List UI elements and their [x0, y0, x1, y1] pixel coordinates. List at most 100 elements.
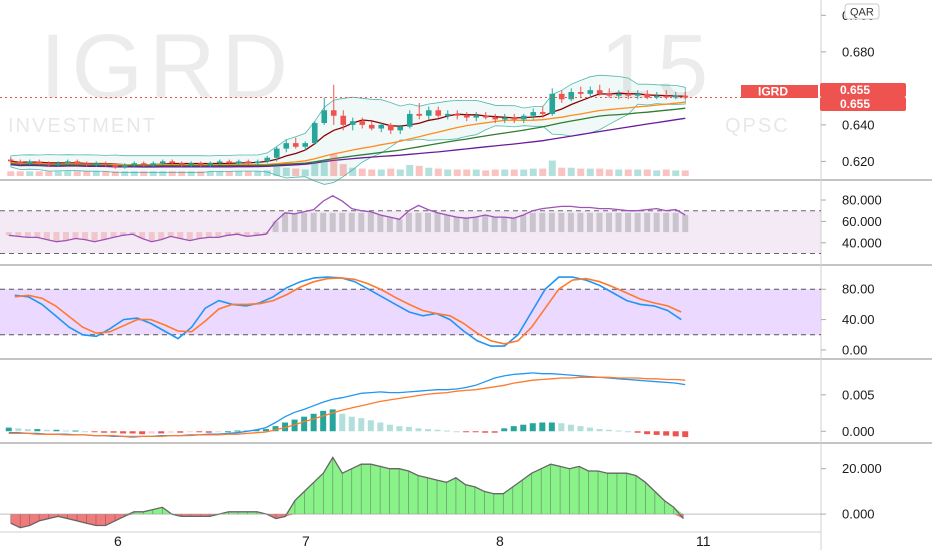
volume-bar — [301, 169, 309, 176]
rsi-tick-2: 40.000 — [842, 235, 882, 250]
rsi-bar — [310, 212, 317, 233]
macd-hist-bar — [606, 429, 613, 432]
rsi-bar — [529, 212, 536, 233]
candle-body — [397, 126, 404, 131]
volume-bar — [634, 169, 642, 176]
candle-body — [568, 92, 575, 100]
candle-body — [539, 112, 546, 114]
stochastic-pane[interactable] — [0, 276, 821, 347]
stoch-tick-0: 80.00 — [842, 282, 875, 297]
candle-body — [378, 124, 385, 129]
rsi-bar — [434, 212, 441, 233]
macd-hist-bar — [405, 426, 412, 432]
rsi-bar — [386, 217, 393, 233]
volume-bar — [387, 168, 395, 176]
rsi-pane[interactable] — [0, 195, 821, 254]
volume-bar — [235, 171, 243, 176]
candle-body — [74, 161, 81, 164]
candle-body — [596, 90, 603, 94]
volume-bar — [206, 171, 214, 176]
stoch-d-line — [14, 277, 682, 345]
macd-hist-bar — [110, 431, 117, 433]
macd-hist-bar — [682, 431, 689, 438]
candle-body — [653, 95, 660, 98]
volume-bar — [130, 171, 138, 176]
volume-bar — [444, 169, 452, 176]
candle-body — [682, 95, 689, 98]
price-tick-1: 0.680 — [842, 44, 875, 59]
rsi-bar — [682, 214, 689, 233]
rsi-tick-0: 80.000 — [842, 193, 882, 208]
candle-body — [121, 165, 128, 167]
volume-bar — [567, 167, 575, 176]
time-axis[interactable]: 6 7 8 11 — [114, 533, 711, 549]
macd-hist-bar — [148, 431, 155, 434]
volume-bar — [320, 160, 328, 176]
macd-hist-bar — [558, 423, 565, 432]
volume-bar — [415, 165, 423, 176]
candle-body — [577, 92, 584, 94]
candle-body — [406, 113, 413, 127]
volume-bar — [102, 171, 110, 176]
candle-body — [245, 161, 252, 164]
price-tag-symbol: IGRD — [758, 85, 788, 99]
rsi-bar — [243, 232, 250, 237]
volume-bar — [197, 171, 205, 176]
volume-bar — [16, 171, 24, 176]
volume-bar — [548, 160, 556, 176]
candle-body — [36, 161, 43, 164]
candle-body — [159, 161, 166, 164]
price-pane[interactable] — [0, 74, 820, 185]
volume-bar — [216, 171, 224, 176]
candle-body — [131, 163, 138, 166]
macd-hist-bar — [234, 430, 241, 432]
volume-bar — [681, 170, 689, 176]
macd-hist-bar — [491, 431, 498, 433]
macd-hist-bar — [396, 426, 403, 432]
rsi-bar — [272, 221, 279, 233]
macd-hist-bar — [34, 429, 41, 432]
mom-tick-1: 0.000 — [842, 507, 875, 522]
candle-body — [83, 163, 90, 166]
candle-body — [26, 161, 33, 164]
candle-body — [207, 163, 214, 166]
macd-pane[interactable] — [5, 372, 689, 438]
volume-bar — [396, 169, 404, 176]
volume-bar — [282, 167, 290, 176]
rsi-bar — [177, 232, 184, 239]
candle-body — [226, 161, 233, 164]
macd-hist-bar — [339, 413, 346, 432]
candle-body — [549, 93, 556, 114]
macd-hist-bar — [291, 419, 298, 432]
candle-body — [511, 117, 518, 120]
rsi-bar — [167, 232, 174, 237]
macd-hist-bar — [596, 429, 603, 432]
candle-body — [102, 163, 109, 166]
rsi-bar — [91, 232, 98, 242]
momentum-pane[interactable] — [0, 456, 821, 529]
macd-hist-bar — [329, 409, 336, 432]
candle-body — [520, 115, 527, 120]
candle-body — [169, 161, 176, 164]
rsi-bar — [672, 212, 679, 233]
macd-hist-bar — [510, 426, 517, 432]
rsi-bar — [224, 232, 231, 236]
rsi-bar — [253, 232, 260, 236]
macd-hist-bar — [72, 430, 79, 432]
volume-bar — [672, 170, 680, 176]
candle-body — [359, 121, 366, 125]
candle-body — [197, 163, 204, 166]
volume-bar — [187, 171, 195, 176]
rsi-bar — [15, 232, 22, 237]
rsi-bar — [339, 212, 346, 233]
rsi-bar — [301, 212, 308, 233]
volume-bar — [263, 170, 271, 176]
macd-hist-bar — [310, 413, 317, 432]
volume-bar — [453, 169, 461, 176]
currency-label[interactable]: QAR — [844, 3, 880, 20]
candle-body — [558, 93, 565, 100]
candle-body — [64, 161, 71, 164]
macd-hist-bar — [424, 429, 431, 432]
date-label-2: 8 — [496, 533, 504, 549]
